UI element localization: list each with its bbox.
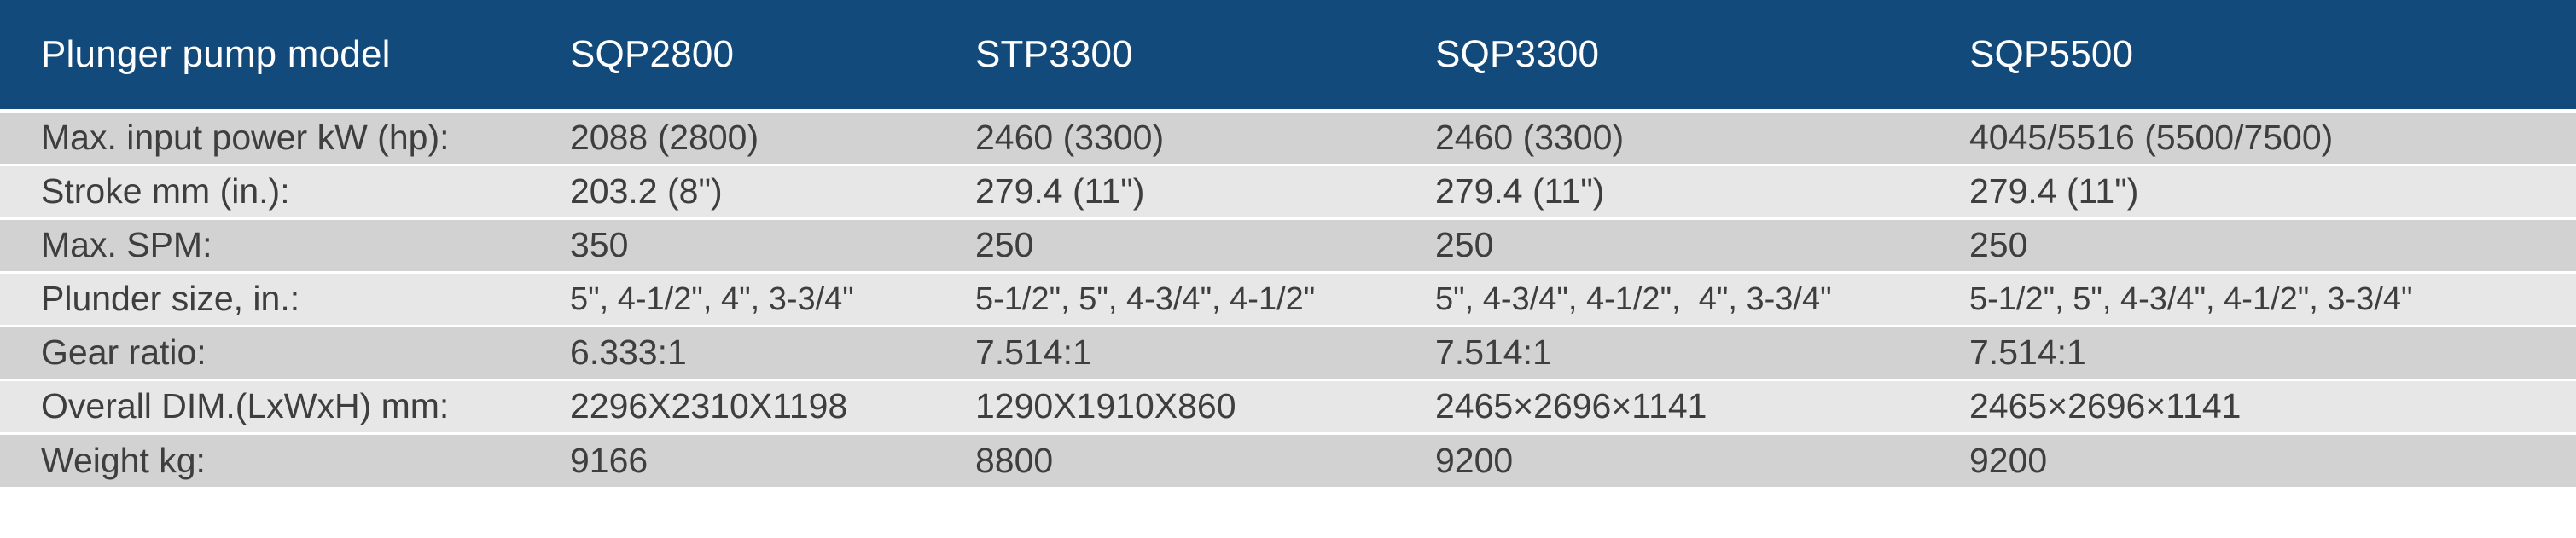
cell-stp3300: 250 xyxy=(934,217,1394,272)
column-header-sqp5500: SQP5500 xyxy=(1969,33,2134,75)
column-header-model: Plunger pump model xyxy=(41,33,391,75)
row-label: Gear ratio: xyxy=(0,324,529,379)
cell-sqp5500: 279.4 (11") xyxy=(1928,163,2576,218)
cell-sqp3300: 250 xyxy=(1394,217,1928,272)
cell-stp3300: 2460 (3300) xyxy=(934,109,1394,165)
cell-stp3300: 1290X1910X860 xyxy=(934,378,1394,433)
cell-sqp5500: 5-1/2", 5", 4-3/4", 4-1/2", 3-3/4" xyxy=(1928,270,2576,326)
cell-sqp3300: 5", 4-3/4", 4-1/2", 4", 3-3/4" xyxy=(1394,270,1928,326)
table-row: Plunder size, in.: 5", 4-1/2", 4", 3-3/4"… xyxy=(0,270,2576,326)
table-row: Overall DIM.(LxWxH) mm: 2296X2310X1198 129… xyxy=(0,378,2576,433)
cell-sqp5500: 4045/5516 (5500/7500) xyxy=(1928,109,2576,165)
cell-sqp5500: 9200 xyxy=(1928,431,2576,487)
table-row: Max. SPM: 350 250 250 250 xyxy=(0,217,2576,272)
cell-stp3300: 279.4 (11") xyxy=(934,163,1394,218)
cell-sqp3300: 9200 xyxy=(1394,431,1928,487)
cell-stp3300: 7.514:1 xyxy=(934,324,1394,379)
table-row: Max. input power kW (hp): 2088 (2800) 2460… xyxy=(0,109,2576,165)
cell-sqp5500: 250 xyxy=(1928,217,2576,272)
column-header-sqp3300: SQP3300 xyxy=(1435,33,1600,75)
cell-sqp3300: 2465×2696×1141 xyxy=(1394,378,1928,433)
table-header-row: Plunger pump model SQP2800 STP3300 SQP33… xyxy=(0,0,2576,111)
cell-sqp5500: 7.514:1 xyxy=(1928,324,2576,379)
table-body: Max. input power kW (hp): 2088 (2800) 2460… xyxy=(0,109,2576,487)
cell-sqp2800: 2088 (2800) xyxy=(529,109,934,165)
cell-sqp5500: 2465×2696×1141 xyxy=(1928,378,2576,433)
table-row: Weight kg: 9166 8800 9200 9200 xyxy=(0,431,2576,487)
row-label: Weight kg: xyxy=(0,431,529,487)
plunger-pump-spec-table: Plunger pump model SQP2800 STP3300 SQP33… xyxy=(0,0,2576,487)
row-label: Overall DIM.(LxWxH) mm: xyxy=(0,378,529,433)
cell-sqp2800: 350 xyxy=(529,217,934,272)
cell-stp3300: 8800 xyxy=(934,431,1394,487)
cell-sqp2800: 9166 xyxy=(529,431,934,487)
column-header-sqp2800: SQP2800 xyxy=(570,33,735,75)
cell-sqp3300: 279.4 (11") xyxy=(1394,163,1928,218)
table-header: Plunger pump model SQP2800 STP3300 SQP33… xyxy=(0,0,2576,111)
row-label: Max. SPM: xyxy=(0,217,529,272)
row-label: Max. input power kW (hp): xyxy=(0,109,529,165)
cell-sqp2800: 5", 4-1/2", 4", 3-3/4" xyxy=(529,270,934,326)
column-header-stp3300: STP3300 xyxy=(975,33,1133,75)
cell-sqp3300: 2460 (3300) xyxy=(1394,109,1928,165)
table-row: Gear ratio: 6.333:1 7.514:1 7.514:1 7.514:1 xyxy=(0,324,2576,379)
row-label: Plunder size, in.: xyxy=(0,270,529,326)
table-row: Stroke mm (in.): 203.2 (8") 279.4 (11") 279… xyxy=(0,163,2576,218)
cell-sqp2800: 2296X2310X1198 xyxy=(529,378,934,433)
cell-sqp2800: 6.333:1 xyxy=(529,324,934,379)
cell-sqp2800: 203.2 (8") xyxy=(529,163,934,218)
cell-sqp3300: 7.514:1 xyxy=(1394,324,1928,379)
row-label: Stroke mm (in.): xyxy=(0,163,529,218)
cell-stp3300: 5-1/2", 5", 4-3/4", 4-1/2" xyxy=(934,270,1394,326)
